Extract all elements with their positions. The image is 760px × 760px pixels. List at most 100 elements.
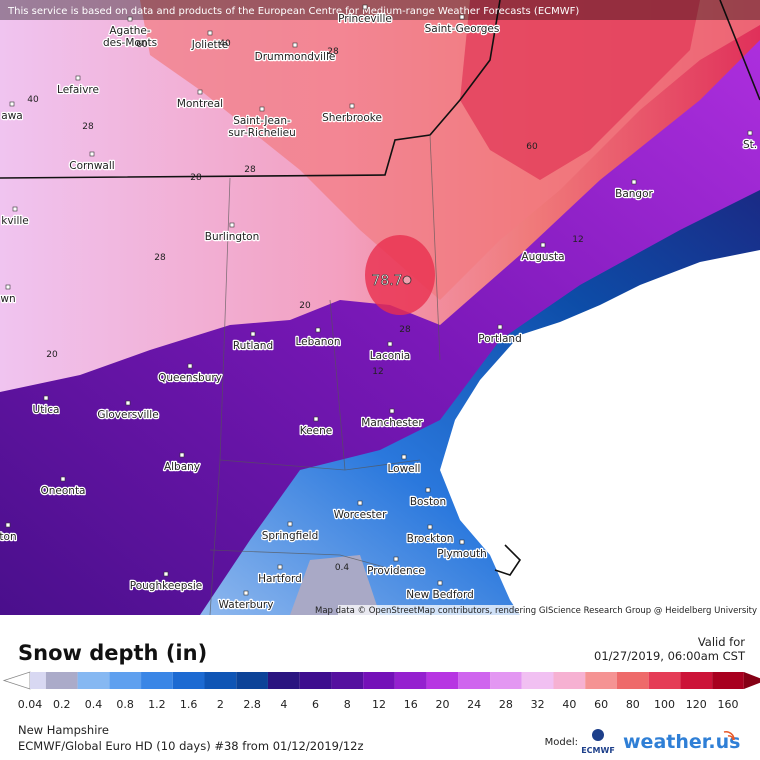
city-label: Montreal <box>177 98 223 110</box>
city-dot <box>207 30 213 36</box>
contour-label: 28 <box>327 47 339 57</box>
city-dot <box>5 522 11 528</box>
city-dot <box>437 580 443 586</box>
colorbar: 0.04 0.2 0.4 0.8 1.2 1.6 2 2.8 4 6 8 12 16 20 24 28 32 40… <box>2 671 760 711</box>
city-label: ton <box>0 531 17 543</box>
city-label: Bangor <box>615 188 653 200</box>
contour-label: 40 <box>219 39 231 49</box>
city-label: Cornwall <box>69 160 114 172</box>
city-dot <box>313 416 319 422</box>
contour-label: 28 <box>244 165 256 175</box>
colorbar-tick-label: 12 <box>372 698 386 711</box>
contour-label: 12 <box>372 367 383 377</box>
city-dot <box>349 103 355 109</box>
city-label: Joliette <box>191 39 229 51</box>
city-label: Springfield <box>262 530 319 542</box>
city-label: Waterbury <box>219 599 274 611</box>
city-label: Sherbrooke <box>322 112 382 124</box>
colorbar-arrow-right <box>743 672 760 689</box>
city-dot <box>243 590 249 596</box>
colorbar-segment <box>172 672 205 689</box>
state-lines <box>209 134 441 616</box>
colorbar-segment <box>299 672 332 689</box>
colorbar-tick-label: 0.2 <box>53 698 71 711</box>
colorbar-tick-label: 4 <box>280 698 287 711</box>
model-name: ECMWF <box>581 746 615 755</box>
city-dot <box>5 284 11 290</box>
contour-label: 28 <box>190 173 202 183</box>
snow-max-zone <box>365 235 435 315</box>
city-dot <box>43 395 49 401</box>
city-label: awa <box>1 110 22 122</box>
city-dot <box>60 476 66 482</box>
city-label: Utica <box>33 404 60 416</box>
colorbar-segment <box>267 672 300 689</box>
snow-red-zone <box>460 0 700 180</box>
city-dot <box>277 564 283 570</box>
city-dot <box>459 539 465 545</box>
city-dot <box>127 16 133 22</box>
city-dot <box>292 42 298 48</box>
max-marker <box>402 275 412 285</box>
colorbar-tick-label: 16 <box>404 698 418 711</box>
city-label: Princeville <box>338 13 392 25</box>
city-label: Rutland <box>233 340 273 352</box>
colorbar-segment <box>458 672 491 689</box>
legend-title: Snow depth (in) <box>18 641 207 665</box>
ocean <box>440 250 760 615</box>
city-label: kville <box>1 215 29 227</box>
colorbar-segment <box>585 672 617 689</box>
colorbar-segment <box>394 672 427 689</box>
city-dot <box>362 4 368 10</box>
city-dot <box>540 242 546 248</box>
city-dot <box>197 89 203 95</box>
city-label: wn <box>0 293 15 305</box>
banner-bg <box>0 0 760 20</box>
city-dot <box>747 130 753 136</box>
city-label: Burlington <box>205 231 260 243</box>
brand-icon <box>723 731 735 741</box>
colorbar-segment <box>616 672 649 689</box>
colorbar-tick-label: 0.4 <box>85 698 103 711</box>
city-label: Oneonta <box>40 485 85 497</box>
ecmwf-icon <box>592 729 604 741</box>
city-dot <box>459 14 465 20</box>
city-dot <box>179 452 185 458</box>
city-dot <box>389 408 395 414</box>
model-label: Model: <box>545 737 578 748</box>
contour-label: 12 <box>572 235 583 245</box>
footer-region: New Hampshire <box>18 723 109 737</box>
city-dot <box>187 363 193 369</box>
colorbar-tick-label: 6 <box>312 698 319 711</box>
city-label: sur-Richelieu <box>228 127 296 139</box>
city-label: Plymouth <box>437 548 487 560</box>
city-label: Queensbury <box>158 372 222 384</box>
city-label: Drummondville <box>255 51 336 63</box>
colorbar-tick-label: 2 <box>217 698 224 711</box>
colorbar-tick-label: 120 <box>686 698 707 711</box>
city-dot <box>357 500 363 506</box>
city-label: Saint-Jean- <box>233 115 291 127</box>
city-label: des-Monts <box>103 37 157 49</box>
contour-label: 20 <box>299 301 311 311</box>
contour-label: 0.4 <box>335 563 350 573</box>
city-dot <box>163 571 169 577</box>
city-dot <box>387 341 393 347</box>
city-label: Laconia <box>370 350 411 362</box>
colorbar-tick-label: 24 <box>467 698 481 711</box>
city-label: Augusta <box>521 251 564 263</box>
colorbar-segment <box>426 672 459 689</box>
colorbar-segment <box>521 672 554 689</box>
city-label: New Bedford <box>406 589 474 601</box>
footer-run: ECMWF/Global Euro HD (10 days) #38 from … <box>18 739 364 753</box>
city-dot <box>315 327 321 333</box>
city-dot <box>425 487 431 493</box>
colorbar-segment <box>553 672 586 689</box>
contour-label: 20 <box>46 350 58 360</box>
colorbar-segment <box>712 672 744 689</box>
colorbar-segment <box>77 672 110 689</box>
attribution: Map data © OpenStreetMap contributors, r… <box>315 606 757 616</box>
colorbar-segment <box>109 672 142 689</box>
contour-label: 28 <box>154 253 166 263</box>
city-label: Portland <box>478 333 522 345</box>
